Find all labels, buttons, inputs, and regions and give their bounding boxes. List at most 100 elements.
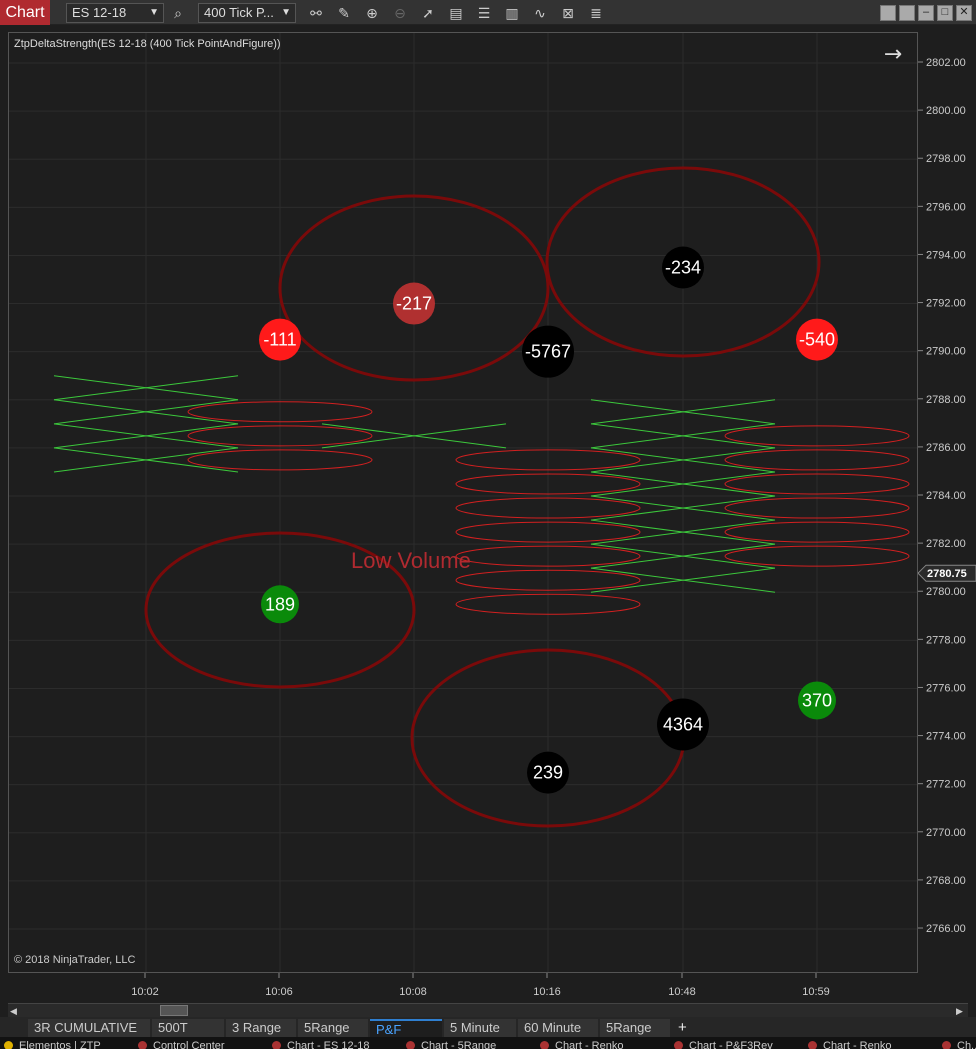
o-box xyxy=(724,497,910,519)
delta-bubble xyxy=(657,698,709,751)
taskbar-item[interactable]: Chart - Renko xyxy=(808,1040,891,1049)
x-box xyxy=(321,423,507,449)
indicators-icon[interactable]: ▥ xyxy=(505,5,519,21)
delta-bubble xyxy=(259,318,301,361)
time-tick-label: 10:02 xyxy=(131,986,159,998)
tab-500t[interactable]: 500T xyxy=(152,1019,224,1037)
horizontal-scrollbar[interactable]: ◀ ▶ xyxy=(8,1003,968,1017)
taskbar-item[interactable]: Control Center xyxy=(138,1040,225,1049)
app-icon xyxy=(272,1041,281,1049)
taskbar-label: Chart - Renko xyxy=(555,1040,624,1049)
o-box xyxy=(455,473,641,495)
taskbar-item[interactable]: Chart - Renko xyxy=(540,1040,623,1049)
price-tick-label: 2774.00 xyxy=(926,731,966,743)
add-tab-button[interactable]: + xyxy=(678,1019,687,1036)
taskbar-item[interactable]: Chart - P&F3Rev xyxy=(674,1040,773,1049)
tab-5-minute[interactable]: 5 Minute xyxy=(444,1019,516,1037)
indicator-label: ZtpDeltaStrength(ES 12-18 (400 Tick Poin… xyxy=(14,38,281,50)
pointer-icon[interactable]: ➚ xyxy=(422,5,434,21)
delta-label: 239 xyxy=(533,763,563,783)
maximize-icon[interactable]: □ xyxy=(937,5,953,21)
x-box xyxy=(590,543,776,569)
interval-value: 400 Tick P... xyxy=(204,5,274,20)
time-axis[interactable]: 10:02 10:06 10:08 10:16 10:48 10:59 xyxy=(8,973,918,1001)
price-tick-label: 2798.00 xyxy=(926,153,966,165)
price-tick-label: 2794.00 xyxy=(926,249,966,261)
bar-type-icon[interactable]: ⚯ xyxy=(310,5,322,21)
taskbar-label: Elementos | ZTP xyxy=(19,1040,101,1049)
price-tick-label: 2776.00 xyxy=(926,682,966,694)
zoom-out-icon[interactable]: ⊖ xyxy=(394,5,406,21)
copyright-text: © 2018 NinjaTrader, LLC xyxy=(14,954,136,966)
zoom-in-icon[interactable]: ⊕ xyxy=(366,5,378,21)
delta-bubble xyxy=(393,282,435,325)
price-tick-label: 2768.00 xyxy=(926,875,966,887)
strategies-icon[interactable]: ∿ xyxy=(534,5,546,21)
scroll-thumb[interactable] xyxy=(160,1005,188,1016)
app-icon xyxy=(138,1041,147,1049)
time-tick-label: 10:59 xyxy=(802,986,830,998)
app-icon xyxy=(808,1041,817,1049)
delta-bubble xyxy=(522,325,574,378)
chart-menu-button[interactable]: Chart xyxy=(0,0,50,25)
price-axis[interactable]: 2802.00 2800.00 2798.00 2796.00 2794.00 2792.… xyxy=(917,32,976,973)
data-box-icon[interactable]: ▤ xyxy=(449,5,463,21)
instrument-selector[interactable]: ES 12-18 ▼ xyxy=(66,3,164,23)
scroll-left-icon[interactable]: ◀ xyxy=(10,1006,17,1016)
chart-canvas: -111 -217 -5767 -234 -540 189 239 4364 370 → xyxy=(9,33,917,972)
o-box xyxy=(187,425,373,447)
time-tick-label: 10:06 xyxy=(265,986,293,998)
o-box xyxy=(724,545,910,567)
delta-label: 189 xyxy=(265,594,295,614)
x-box xyxy=(53,423,239,449)
x-box xyxy=(53,399,239,425)
price-tick-label: 2786.00 xyxy=(926,442,966,454)
tab-60-minute[interactable]: 60 Minute xyxy=(518,1019,598,1037)
app-icon xyxy=(540,1041,549,1049)
price-tick-label: 2792.00 xyxy=(926,298,966,310)
instrument-value: ES 12-18 xyxy=(72,5,127,20)
pencil-icon[interactable]: ✎ xyxy=(338,5,350,21)
tab-3-range[interactable]: 3 Range xyxy=(226,1019,296,1037)
tab-3r-cumulative[interactable]: 3R CUMULATIVE xyxy=(28,1019,150,1037)
price-tick-label: 2780.00 xyxy=(926,586,966,598)
templates-icon[interactable]: ⊠ xyxy=(562,5,574,21)
price-tick-label: 2782.00 xyxy=(926,538,966,550)
delta-label: -234 xyxy=(665,257,701,277)
o-box xyxy=(455,497,641,519)
price-tick-label: 2796.00 xyxy=(926,201,966,213)
x-box xyxy=(590,567,776,593)
search-icon[interactable]: ⌕ xyxy=(174,5,182,21)
taskbar-item[interactable]: Chart - 5Range xyxy=(406,1040,496,1049)
tile-icon[interactable] xyxy=(899,5,915,21)
price-tick-label: 2778.00 xyxy=(926,634,966,646)
taskbar-item[interactable]: Ch... xyxy=(942,1040,976,1049)
close-icon[interactable]: ✕ xyxy=(956,5,972,21)
app-icon xyxy=(674,1041,683,1049)
o-box xyxy=(187,449,373,471)
tile-icon[interactable] xyxy=(880,5,896,21)
tab-pf[interactable]: P&F xyxy=(370,1019,442,1037)
taskbar-item[interactable]: Chart - ES 12-18 xyxy=(272,1040,370,1049)
last-price-marker xyxy=(917,564,976,582)
chevron-down-icon: ▼ xyxy=(149,7,159,18)
taskbar-label: Control Center xyxy=(153,1040,225,1049)
delta-label: -111 xyxy=(263,330,296,350)
window-taskbar: Elementos | ZTP Control Center Chart - E… xyxy=(0,1037,976,1049)
minimize-icon[interactable]: – xyxy=(918,5,934,21)
scroll-right-icon[interactable]: ▶ xyxy=(956,1006,963,1016)
app-icon xyxy=(4,1041,13,1049)
chart-panel[interactable]: -111 -217 -5767 -234 -540 189 239 4364 370 → ZtpD… xyxy=(8,32,918,973)
chart-trader-icon[interactable]: ≣ xyxy=(590,5,602,21)
interval-selector[interactable]: 400 Tick P... ▼ xyxy=(198,3,296,23)
properties-icon[interactable]: ☰ xyxy=(477,5,491,21)
taskbar-item[interactable]: Elementos | ZTP xyxy=(4,1040,101,1049)
time-tick-label: 10:48 xyxy=(668,986,696,998)
tab-5range[interactable]: 5Range xyxy=(298,1019,368,1037)
x-box xyxy=(590,447,776,473)
delta-bubble xyxy=(662,246,704,289)
app-icon xyxy=(942,1041,951,1049)
delta-label: 4364 xyxy=(663,715,703,735)
tab-5range-2[interactable]: 5Range xyxy=(600,1019,670,1037)
chevron-down-icon: ▼ xyxy=(281,7,291,18)
